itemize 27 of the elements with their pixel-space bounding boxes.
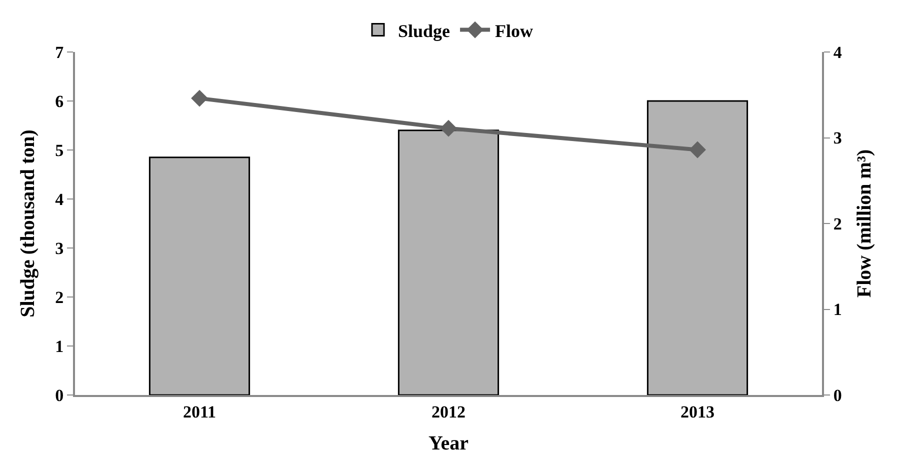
bar: [646, 100, 748, 395]
x-tick-label: 2013: [680, 402, 714, 422]
y2-tick-label: 0: [833, 386, 842, 405]
x-tick-label: 2012: [432, 402, 466, 422]
y-tick-label: 7: [55, 42, 64, 62]
y-tick-label: 4: [55, 190, 64, 209]
legend-label: Sludge: [398, 20, 450, 41]
y-tick-label: 6: [55, 92, 64, 111]
y2-tick-label: 4: [833, 42, 842, 62]
x-axis-title: Year: [428, 432, 469, 454]
legend-label: Flow: [495, 20, 534, 41]
point: [191, 90, 208, 107]
y-tick-label: 2: [55, 288, 64, 307]
x-tick-label: 2011: [182, 402, 216, 422]
point: [440, 120, 457, 137]
y-tick-label: 3: [55, 238, 64, 258]
y-tick-label: 0: [55, 386, 64, 405]
y2-tick-label: 2: [833, 214, 842, 234]
bar: [148, 156, 250, 395]
y2-tick-label: 3: [833, 128, 842, 148]
y2-axis-title: Flow (million m³): [853, 149, 876, 298]
bar: [398, 130, 500, 395]
y-tick-label: 5: [55, 140, 64, 160]
y-axis-title: Sludge (thousand ton): [17, 130, 40, 318]
point: [689, 141, 706, 158]
y-tick-label: 1: [55, 336, 64, 356]
y2-tick-label: 1: [833, 300, 842, 320]
